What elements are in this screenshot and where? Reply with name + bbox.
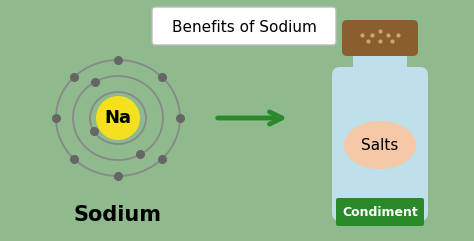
FancyBboxPatch shape <box>342 20 418 56</box>
Text: Salts: Salts <box>361 138 399 153</box>
FancyBboxPatch shape <box>332 67 428 221</box>
Text: Benefits of Sodium: Benefits of Sodium <box>172 20 317 34</box>
Ellipse shape <box>344 121 416 169</box>
Ellipse shape <box>96 96 140 140</box>
Text: Condiment: Condiment <box>342 206 418 219</box>
FancyBboxPatch shape <box>152 7 336 45</box>
Text: Na: Na <box>104 109 131 127</box>
FancyBboxPatch shape <box>336 198 424 226</box>
Text: Sodium: Sodium <box>74 205 162 225</box>
FancyBboxPatch shape <box>353 41 407 87</box>
